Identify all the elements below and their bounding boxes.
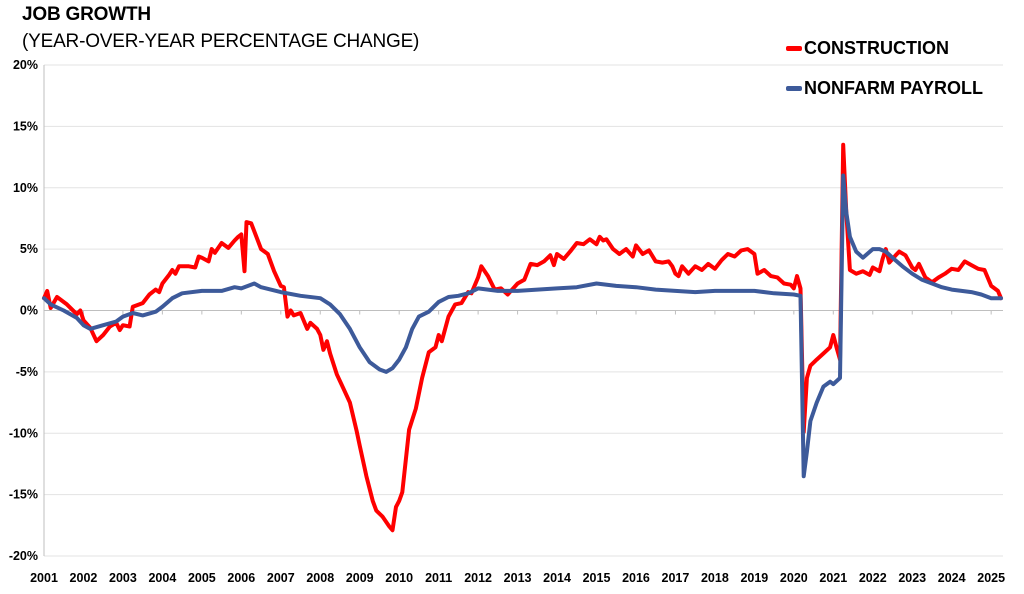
x-tick-label: 2021 bbox=[819, 571, 847, 585]
x-tick-label: 2009 bbox=[346, 571, 374, 585]
y-tick-label: 10% bbox=[13, 181, 38, 195]
legend-label-construction: CONSTRUCTION bbox=[804, 37, 949, 58]
x-tick-label: 2020 bbox=[780, 571, 808, 585]
x-tick-label: 2011 bbox=[425, 571, 452, 585]
y-tick-label: 20% bbox=[13, 58, 38, 72]
x-tick-label: 2023 bbox=[898, 571, 926, 585]
y-tick-label: 0% bbox=[20, 304, 38, 318]
y-tick-label: -15% bbox=[9, 488, 38, 502]
y-tick-label: 5% bbox=[20, 242, 38, 256]
x-tick-label: 2001 bbox=[30, 571, 58, 585]
legend-item-nonfarm-payroll: NONFARM PAYROLL bbox=[786, 76, 983, 100]
x-tick-label: 2012 bbox=[464, 571, 492, 585]
x-tick-label: 2017 bbox=[662, 571, 690, 585]
x-tick-label: 2015 bbox=[583, 571, 611, 585]
x-tick-label: 2019 bbox=[740, 571, 768, 585]
x-axis-labels: 2001 2002 2003 2004 2005 2006 2007 2008 2009 2010… bbox=[30, 571, 1005, 585]
x-tick-label: 2014 bbox=[543, 571, 571, 585]
x-tick-label: 2008 bbox=[306, 571, 334, 585]
x-tick-label: 2018 bbox=[701, 571, 729, 585]
x-tick-label: 2024 bbox=[938, 571, 966, 585]
x-tick-label: 2025 bbox=[977, 571, 1005, 585]
x-tick-label: 2003 bbox=[109, 571, 137, 585]
x-tick-label: 2007 bbox=[267, 571, 295, 585]
x-tick-label: 2004 bbox=[148, 571, 176, 585]
chart-subtitle: (YEAR-OVER-YEAR PERCENTAGE CHANGE) bbox=[22, 31, 420, 52]
y-tick-label: -20% bbox=[9, 549, 38, 563]
axes bbox=[43, 65, 1003, 556]
legend-swatch-nonfarm-payroll bbox=[786, 85, 802, 91]
series-lines bbox=[42, 142, 1003, 533]
legend-item-construction: CONSTRUCTION bbox=[786, 36, 983, 60]
x-tick-label: 2006 bbox=[227, 571, 255, 585]
chart-title: JOB GROWTH bbox=[22, 4, 151, 25]
y-tick-label: 15% bbox=[13, 119, 38, 133]
y-tick-label: -5% bbox=[16, 365, 38, 379]
legend: CONSTRUCTION NONFARM PAYROLL bbox=[786, 36, 983, 116]
x-tick-label: 2005 bbox=[188, 571, 216, 585]
x-tick-label: 2022 bbox=[859, 571, 887, 585]
y-axis-labels: 20% 15% 10% 5% 0% -5% -10% -15% -20% bbox=[9, 58, 38, 563]
x-tick-label: 2016 bbox=[622, 571, 650, 585]
x-tick-label: 2013 bbox=[504, 571, 532, 585]
y-tick-label: -10% bbox=[9, 426, 38, 440]
x-tick-label: 2002 bbox=[70, 571, 98, 585]
legend-swatch-construction bbox=[786, 45, 802, 51]
series-line-nonfarm-payroll bbox=[42, 173, 1003, 479]
series-line-construction bbox=[42, 142, 1003, 533]
x-tick-label: 2010 bbox=[385, 571, 413, 585]
legend-label-nonfarm-payroll: NONFARM PAYROLL bbox=[804, 77, 984, 98]
